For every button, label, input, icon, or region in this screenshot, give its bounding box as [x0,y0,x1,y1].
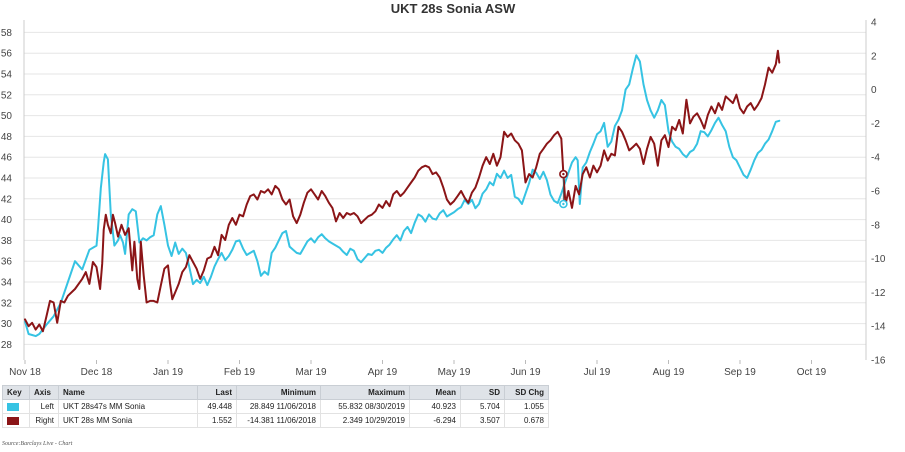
left-tick-label: 28 [1,340,13,351]
maximum-cell: 2.349 10/29/2019 [320,413,410,428]
axis-cell: Right [29,413,59,428]
mean-cell: 40.923 [409,399,461,414]
sd-cell: 5.704 [460,399,505,414]
x-tick-label: Aug 19 [653,367,685,378]
x-tick-label: Jun 19 [510,367,540,378]
x-tick-label: Jul 19 [584,367,611,378]
axis-cell: Left [29,399,59,414]
left-tick-label: 50 [1,111,13,122]
last-cell: 49.448 [197,399,237,414]
left-tick-label: 56 [1,49,13,60]
key-swatch-cell [2,413,30,428]
left-series-line [24,54,781,338]
name-cell: UKT 28s MM Sonia [58,413,198,428]
left-series-marker-dot [562,202,565,206]
x-tick-label: May 19 [438,367,471,378]
x-tick-label: Jan 19 [153,367,183,378]
right-tick-label: -16 [871,356,886,367]
sd-chg-cell: 0.678 [504,413,549,428]
series-color-swatch [7,402,19,411]
x-tick-label: Sep 19 [724,367,756,378]
x-tick-label: Feb 19 [224,367,256,378]
header-name: Name [58,385,198,400]
x-axis: Nov 18 Dec 18 Jan 19 Feb 19 Mar 19 Apr 19 May … [9,360,827,378]
left-tick-label: 30 [1,319,13,330]
header-last: Last [197,385,237,400]
minimum-cell: 28.849 11/06/2018 [236,399,321,414]
header-sd-chg: SD Chg [504,385,549,400]
right-axis: -16 -14 -12 -10 -8 -6 -4 -2 0 2 4 [871,18,886,367]
right-tick-label: -12 [871,288,886,299]
header-maximum: Maximum [320,385,410,400]
x-tick-label: Mar 19 [295,367,327,378]
right-tick-label: -14 [871,322,886,333]
left-tick-label: 32 [1,298,13,309]
left-tick-label: 36 [1,257,13,268]
right-tick-label: 2 [871,51,877,62]
x-tick-label: Dec 18 [81,367,113,378]
stats-row-right-series: Right UKT 28s MM Sonia 1.552 -14.381 11/… [2,413,549,428]
minimum-cell: -14.381 11/06/2018 [236,413,321,428]
source-note: Source:Barclays Live - Chart [2,441,73,447]
left-tick-label: 54 [1,70,13,81]
stats-row-left-series: Left UKT 28s47s MM Sonia 49.448 28.849 1… [2,399,549,414]
key-swatch-cell [2,399,30,414]
mean-cell: -6.294 [409,413,461,428]
left-tick-label: 38 [1,236,13,247]
right-tick-label: -10 [871,254,886,265]
chart: UKT 28s Sonia ASW 2830323436384042444648… [1,1,886,378]
right-series-line [24,49,781,333]
right-tick-label: 0 [871,85,877,96]
right-tick-label: -2 [871,119,880,130]
plot-area [24,49,781,338]
left-tick-label: 44 [1,174,13,185]
left-tick-label: 46 [1,153,13,164]
sd-cell: 3.507 [460,413,505,428]
right-tick-label: 4 [871,18,877,29]
header-axis: Axis [29,385,59,400]
right-tick-label: -4 [871,153,880,164]
maximum-cell: 55.832 08/30/2019 [320,399,410,414]
x-tick-label: Oct 19 [797,367,827,378]
last-cell: 1.552 [197,413,237,428]
header-minimum: Minimum [236,385,321,400]
left-tick-label: 58 [1,28,13,39]
left-axis: 28 30 32 34 36 38 40 42 44 46 48 50 52 54 56 58 [1,28,13,351]
header-sd: SD [460,385,505,400]
left-tick-label: 40 [1,215,13,226]
grid-lines [23,20,867,360]
right-series-marker-dot [562,172,565,176]
left-tick-label: 34 [1,278,13,289]
series-color-swatch [7,416,19,425]
x-tick-label: Nov 18 [9,367,41,378]
left-tick-label: 48 [1,132,13,143]
stats-table: Key Axis Name Last Minimum Maximum Mean … [2,385,549,428]
stats-header-row: Key Axis Name Last Minimum Maximum Mean … [2,385,549,400]
chart-title: UKT 28s Sonia ASW [391,1,516,16]
x-tick-label: Apr 19 [368,367,398,378]
name-cell: UKT 28s47s MM Sonia [58,399,198,414]
sd-chg-cell: 1.055 [504,399,549,414]
header-mean: Mean [409,385,461,400]
right-tick-label: -6 [871,187,880,198]
left-tick-label: 52 [1,90,13,101]
right-tick-label: -8 [871,220,880,231]
header-key: Key [2,385,30,400]
left-tick-label: 42 [1,194,13,205]
